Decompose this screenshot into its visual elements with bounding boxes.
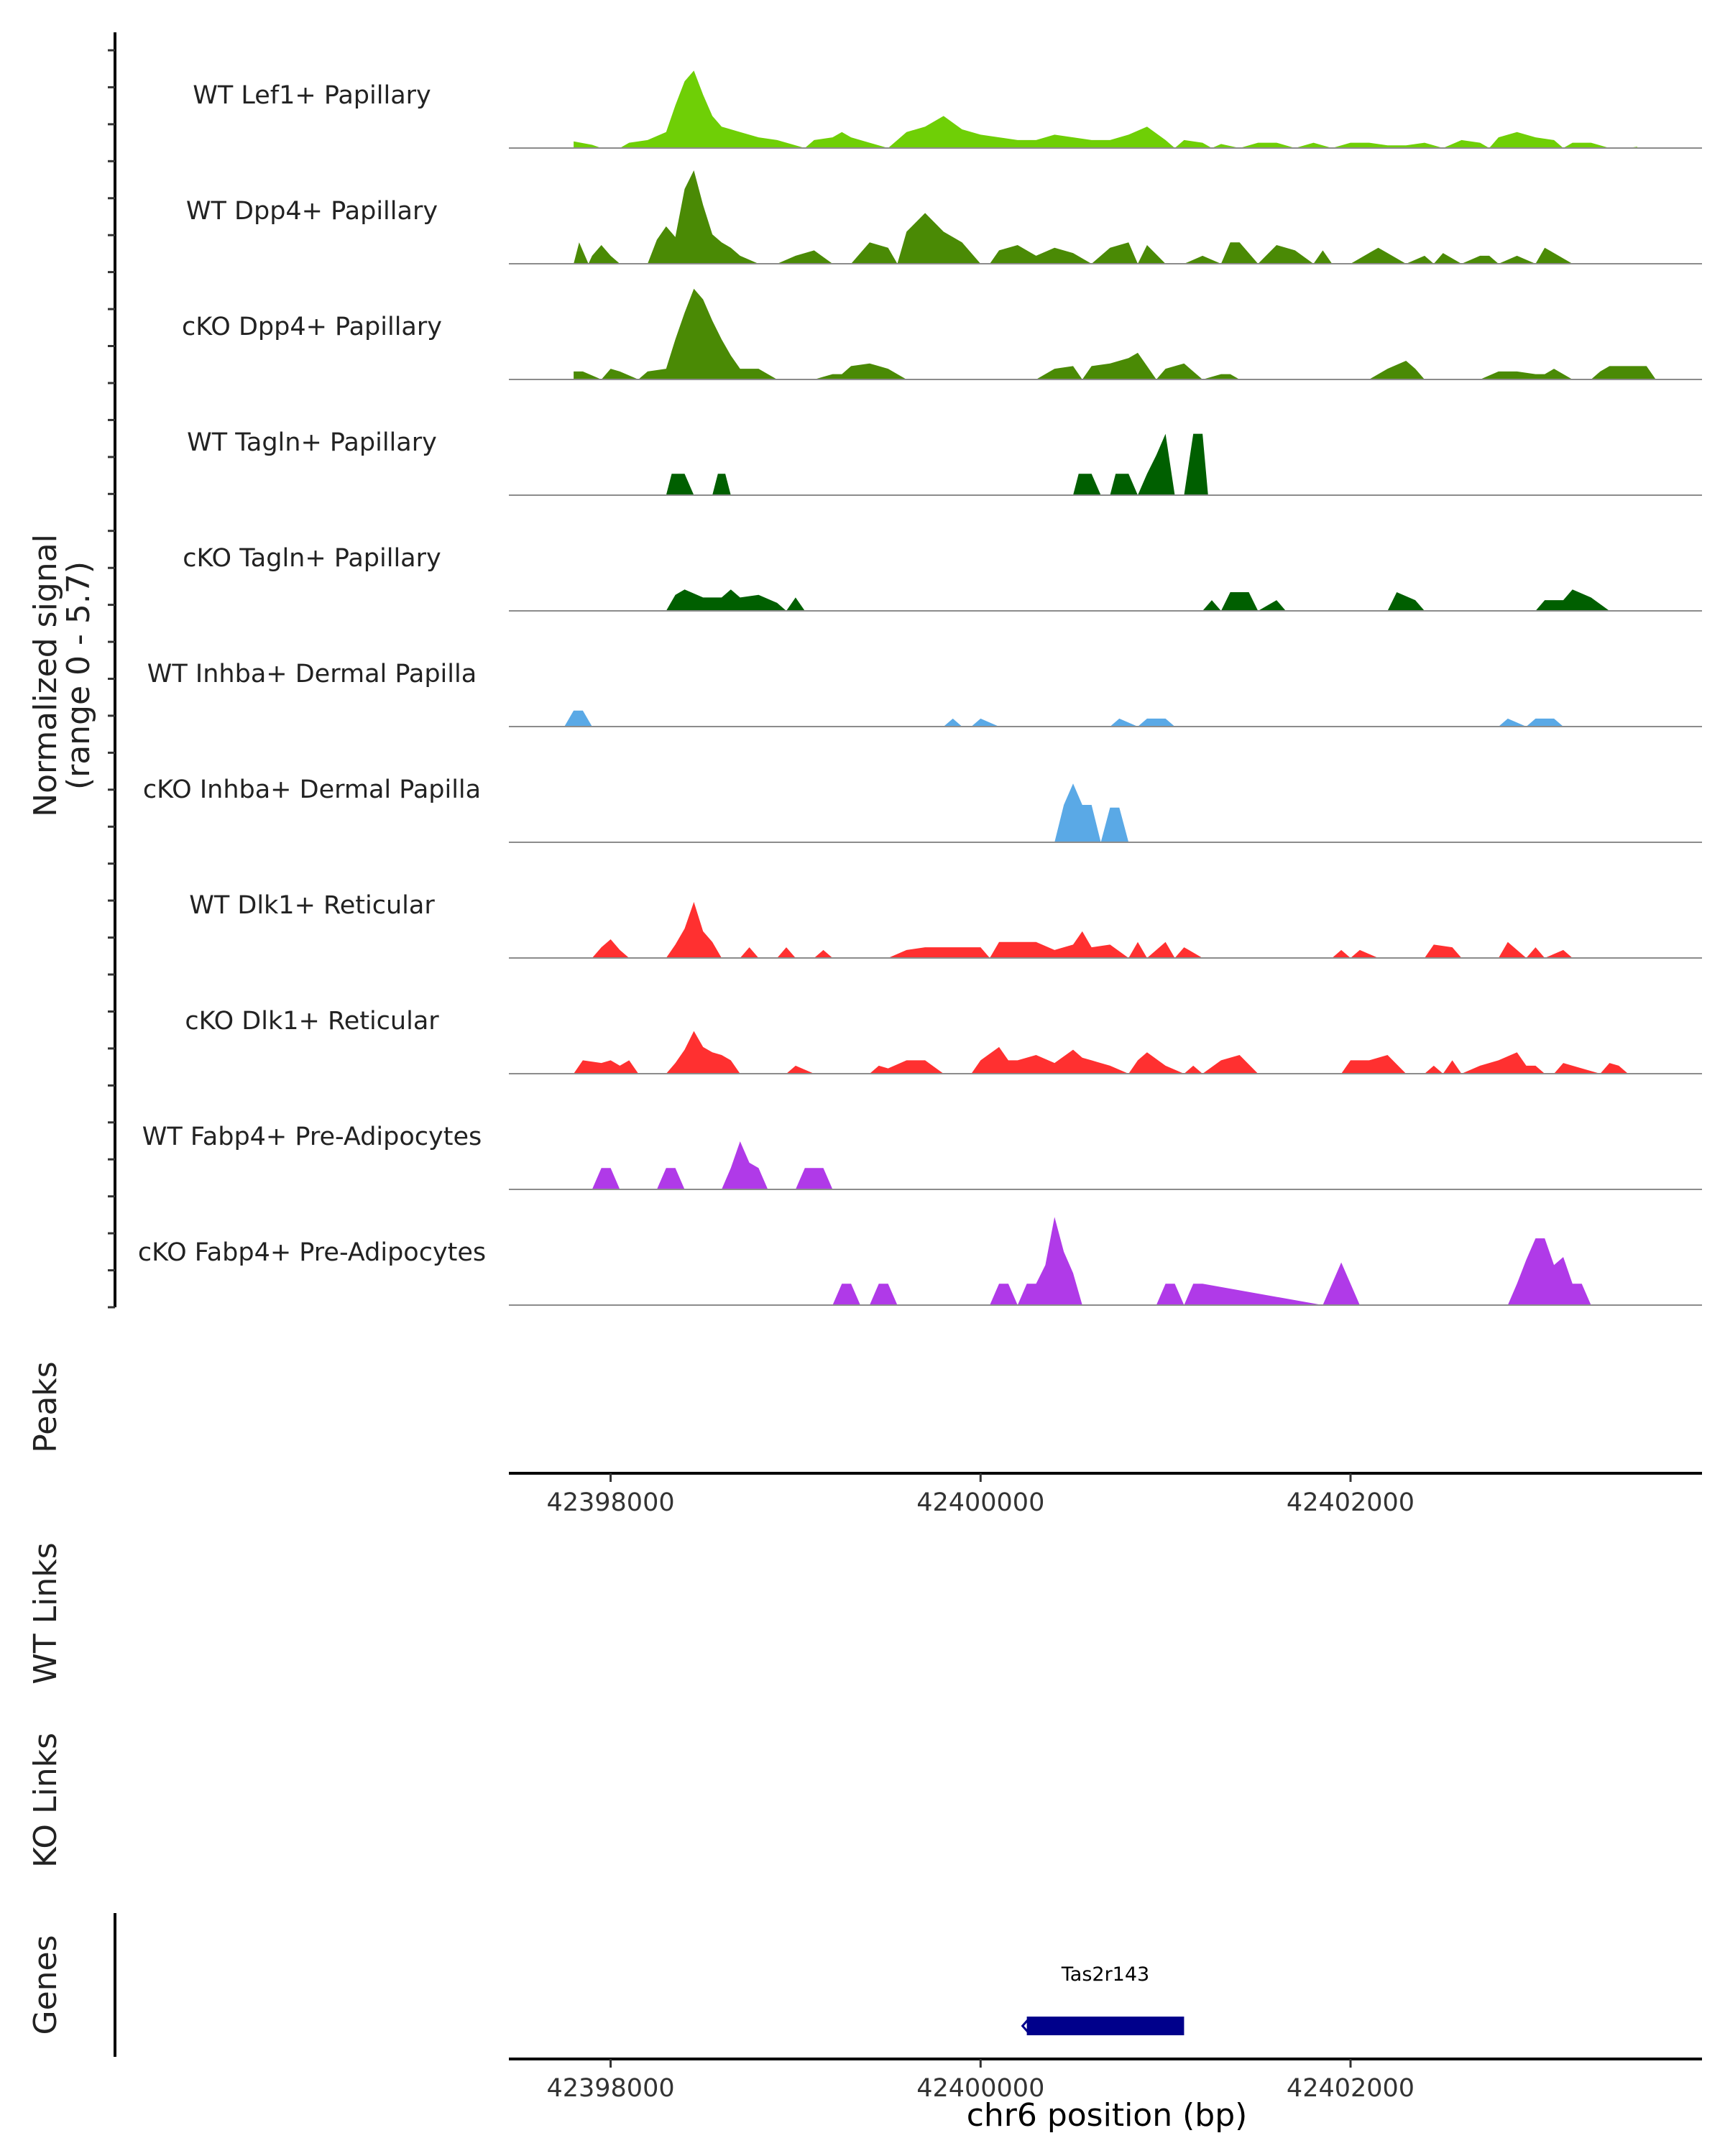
track-2: WT Dpp4+ Papillary [186,170,1702,264]
x-axis-upper-tick-label: 42402000 [1287,1488,1414,1517]
track-label-5: cKO Tagln+ Papillary [183,544,441,573]
x-axis-upper: 42398000 42400000 42402000 [509,1472,1702,1517]
track-label-10: WT Fabp4+ Pre-Adipocytes [142,1123,482,1151]
coverage-area-5 [666,589,1610,611]
track-3: cKO Dpp4+ Papillary [182,288,1702,380]
coverage-area-10 [592,1141,833,1189]
ko-links-track-title: KO Links [27,1733,64,1868]
track-6: WT Inhba+ Dermal Papilla [147,660,1702,727]
gene-body-tas2r143 [1026,2017,1184,2035]
genes-track-title: Genes [27,1935,64,2035]
x-axis-title: chr6 position (bp) [967,2097,1248,2134]
wt-links-track-title: WT Links [27,1542,64,1684]
coverage-area-4 [666,433,1240,495]
x-axis-lower-tick-label: 42400000 [916,2074,1044,2103]
track-label-2: WT Dpp4+ Papillary [186,197,438,226]
coverage-area-1 [574,70,1637,148]
coverage-tracks: WT Lef1+ Papillary WT Dpp4+ Papillary cKO … [138,70,1702,1306]
coverage-area-9 [574,1031,1629,1074]
track-8: WT Dlk1+ Reticular [189,891,1702,959]
track-10: WT Fabp4+ Pre-Adipocytes [142,1123,1702,1190]
peaks-track-title: Peaks [27,1361,64,1452]
track-7: cKO Inhba+ Dermal Papilla [143,775,1702,843]
track-9: cKO Dlk1+ Reticular [185,1007,1702,1074]
x-axis-lower: 42398000 42400000 42402000 [509,2058,1702,2103]
gene-strand-arrow-icon [1021,2019,1029,2033]
gene-annotations: Tas2r143 [1021,1963,1184,2035]
track-label-6: WT Inhba+ Dermal Papilla [147,660,477,688]
coverage-area-6 [564,710,1564,727]
track-label-7: cKO Inhba+ Dermal Papilla [143,775,481,804]
track-5: cKO Tagln+ Papillary [183,544,1702,612]
track-4: WT Tagln+ Papillary [187,428,1702,496]
x-axis-lower-tick-label: 42398000 [546,2074,674,2103]
x-axis-upper-tick-label: 42398000 [546,1488,674,1517]
x-axis-lower-tick-label: 42402000 [1287,2074,1414,2103]
track-1: WT Lef1+ Papillary [193,70,1702,149]
y-axis-signal-bar [108,32,116,1309]
track-11: cKO Fabp4+ Pre-Adipocytes [138,1217,1702,1306]
coverage-area-8 [592,902,1573,958]
x-axis-upper-tick-label: 42400000 [916,1488,1044,1517]
y-axis-range-label: (range 0 - 5.7) [60,561,97,790]
coverage-area-7 [1054,783,1129,842]
coverage-area-2 [574,170,1573,264]
coverage-area-11 [832,1217,1591,1305]
track-label-8: WT Dlk1+ Reticular [189,891,435,920]
gene-label-tas2r143: Tas2r143 [1061,1963,1149,1986]
track-label-9: cKO Dlk1+ Reticular [185,1007,439,1036]
track-label-3: cKO Dpp4+ Papillary [182,313,442,341]
y-axis-title: Normalized signal [27,534,64,817]
coverage-area-3 [574,288,1656,379]
track-label-11: cKO Fabp4+ Pre-Adipocytes [138,1238,486,1267]
track-label-4: WT Tagln+ Papillary [187,428,437,457]
track-label-1: WT Lef1+ Papillary [193,81,431,110]
